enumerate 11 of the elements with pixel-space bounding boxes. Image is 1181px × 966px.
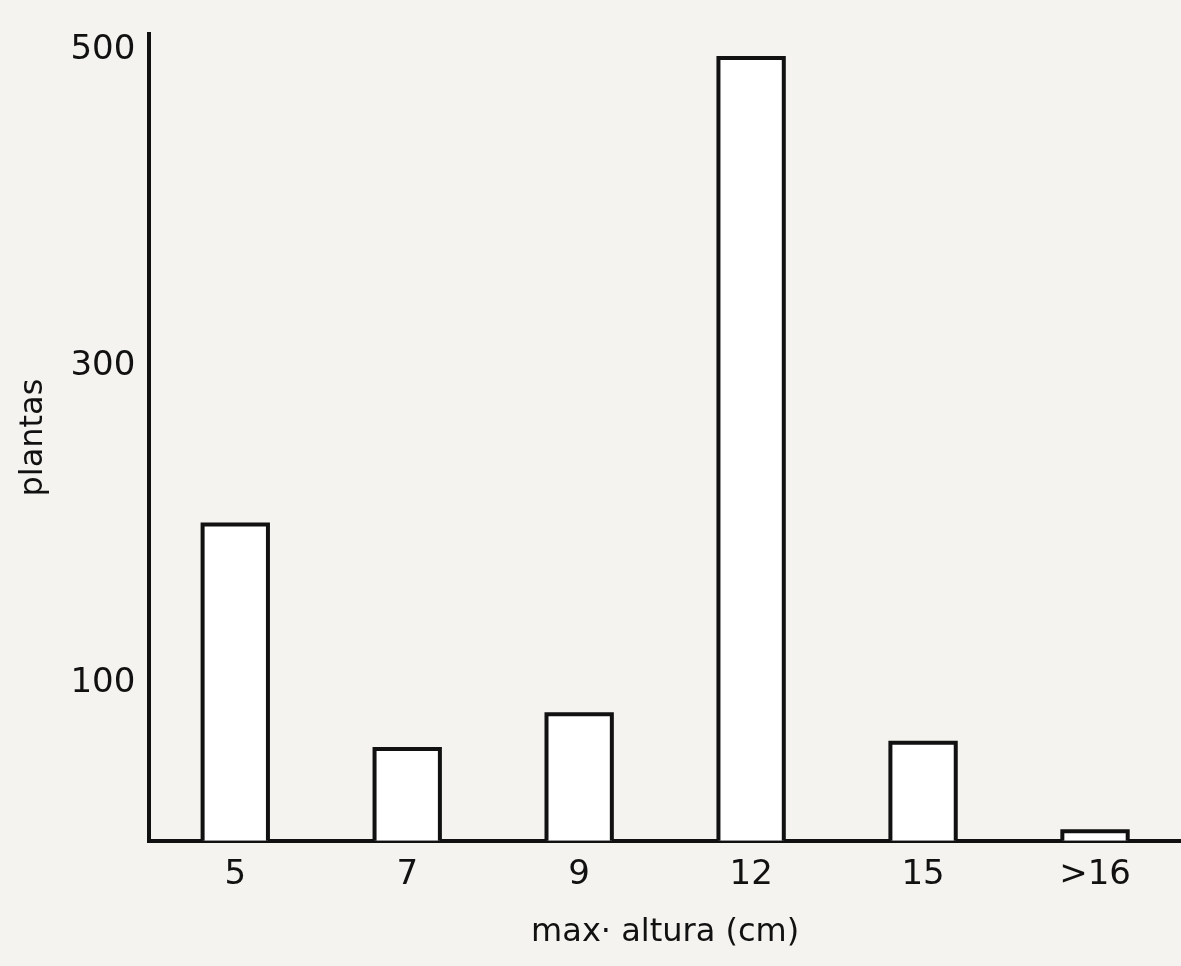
y-tick-label: 300 [70,343,136,384]
x-tick-label: 9 [568,852,590,893]
x-tick-label: 12 [729,852,773,893]
x-axis-title: max· altura (cm) [531,911,800,950]
x-tick-label: 7 [396,852,419,893]
y-tick-label: 500 [70,27,136,68]
y-tick-label: 100 [70,659,136,700]
x-tick-label: >16 [1059,852,1131,893]
y-axis-title: plantas [11,378,50,497]
x-tick-label: 5 [224,852,247,893]
x-tick-label: 15 [901,852,945,893]
